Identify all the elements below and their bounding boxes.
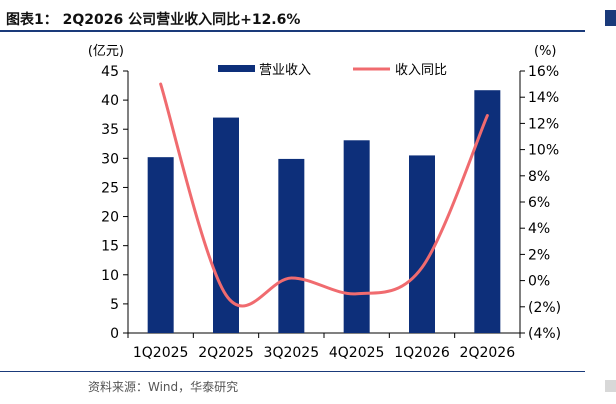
bar xyxy=(213,117,239,333)
legend-bar-swatch xyxy=(218,65,255,72)
footer-rule xyxy=(0,371,585,372)
right-tick-label: 14% xyxy=(528,90,559,106)
line-series xyxy=(159,82,489,308)
title-rule xyxy=(0,30,585,32)
title-row: 图表1： 2Q2026 公司营业收入同比+12.6% xyxy=(0,0,585,30)
right-tick-label: 4% xyxy=(528,221,550,237)
left-ticks: 0 5 10 15 20 25 30 35 40 45 xyxy=(101,64,128,342)
edge-mark xyxy=(605,10,616,26)
right-tick-label: 8% xyxy=(528,169,550,185)
bar xyxy=(474,90,501,333)
left-tick-label: 5 xyxy=(110,297,119,313)
right-axis-label: (%) xyxy=(534,44,557,59)
left-tick-label: 35 xyxy=(101,122,119,138)
x-tick-label: 2Q2026 xyxy=(460,345,516,361)
x-ticks: 1Q2025 2Q2025 3Q2025 4Q2025 1Q2026 2Q2026 xyxy=(127,333,521,361)
right-tick-label: 2% xyxy=(528,247,550,263)
right-tick-label: 0% xyxy=(528,274,550,290)
legend-bar-label: 营业收入 xyxy=(259,63,311,78)
line-path xyxy=(159,82,489,308)
chart-title: 图表1： 2Q2026 公司营业收入同比+12.6% xyxy=(6,12,301,28)
x-tick-label: 2Q2025 xyxy=(198,345,254,361)
legend: 营业收入 收入同比 xyxy=(218,63,447,78)
right-tick-label: (2%) xyxy=(528,300,561,316)
x-tick-label: 1Q2025 xyxy=(133,345,189,361)
left-tick-label: 45 xyxy=(101,64,119,80)
left-tick-label: 10 xyxy=(101,268,119,284)
source-note: 资料来源：Wind，华泰研究 xyxy=(88,380,239,394)
left-tick-label: 40 xyxy=(101,93,119,109)
right-ticks: (4%) (2%) 0% 2% 4% 6% 8% 10% 12% 14% 16% xyxy=(520,64,561,342)
right-tick-label: 16% xyxy=(528,64,559,80)
x-tick-label: 4Q2025 xyxy=(329,345,385,361)
right-tick-label: 12% xyxy=(528,116,559,132)
left-tick-label: 0 xyxy=(110,326,119,342)
left-tick-label: 20 xyxy=(101,210,119,226)
bar xyxy=(147,157,174,333)
edge-gray-mark xyxy=(605,380,616,392)
right-tick-label: (4%) xyxy=(528,326,561,342)
left-axis-label: (亿元) xyxy=(88,44,124,59)
left-tick-label: 30 xyxy=(101,151,119,167)
x-tick-label: 1Q2026 xyxy=(394,345,450,361)
right-tick-label: 10% xyxy=(528,143,559,159)
right-tick-label: 6% xyxy=(528,195,550,211)
bar xyxy=(278,158,305,333)
bars xyxy=(147,90,501,333)
x-tick-label: 3Q2025 xyxy=(264,345,320,361)
left-tick-label: 15 xyxy=(101,239,119,255)
bar xyxy=(409,155,435,333)
bar xyxy=(343,140,370,333)
legend-line-label: 收入同比 xyxy=(395,63,447,78)
left-tick-label: 25 xyxy=(101,180,119,196)
